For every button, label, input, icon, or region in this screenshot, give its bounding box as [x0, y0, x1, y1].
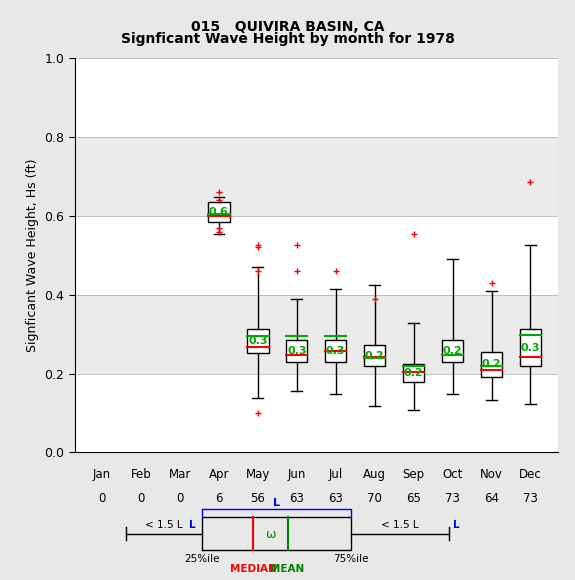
- Text: 0.2: 0.2: [443, 346, 462, 356]
- Text: 0.2: 0.2: [365, 351, 385, 361]
- Text: L: L: [273, 498, 281, 509]
- Text: L: L: [454, 520, 460, 530]
- Y-axis label: Signficant Wave Height, Hs (ft): Signficant Wave Height, Hs (ft): [26, 158, 39, 352]
- Bar: [247, 329, 269, 353]
- Bar: [481, 352, 502, 376]
- Bar: [325, 340, 347, 362]
- Text: MEAN: MEAN: [270, 564, 305, 574]
- Text: Jan: Jan: [93, 468, 111, 481]
- Text: Jun: Jun: [288, 468, 306, 481]
- Bar: [208, 202, 229, 222]
- Text: Oct: Oct: [442, 468, 463, 481]
- Bar: [403, 364, 424, 382]
- Text: < 1.5 L: < 1.5 L: [381, 520, 419, 530]
- Text: 0.3: 0.3: [326, 346, 346, 356]
- Text: 25%ile: 25%ile: [185, 554, 220, 564]
- Text: Feb: Feb: [131, 468, 151, 481]
- Text: L: L: [189, 520, 196, 530]
- Text: 75%ile: 75%ile: [334, 554, 369, 564]
- Text: ω: ω: [265, 528, 276, 541]
- Bar: [520, 329, 541, 367]
- Text: 63: 63: [289, 492, 304, 505]
- Text: 73: 73: [445, 492, 460, 505]
- Text: 0.2: 0.2: [482, 359, 501, 369]
- Text: 0.3: 0.3: [287, 346, 306, 356]
- Bar: [286, 340, 308, 362]
- Text: 0.3: 0.3: [248, 336, 267, 346]
- Text: < 1.5 L: < 1.5 L: [145, 520, 183, 530]
- Text: 0: 0: [137, 492, 145, 505]
- Text: 015   QUIVIRA BASIN, CA: 015 QUIVIRA BASIN, CA: [191, 20, 384, 34]
- Text: 6: 6: [215, 492, 223, 505]
- Text: Aug: Aug: [363, 468, 386, 481]
- Text: 65: 65: [406, 492, 421, 505]
- Text: 0: 0: [176, 492, 183, 505]
- Text: 0.3: 0.3: [521, 343, 540, 353]
- Text: Jul: Jul: [328, 468, 343, 481]
- Bar: [364, 345, 385, 367]
- Text: Sep: Sep: [402, 468, 425, 481]
- Text: Nov: Nov: [480, 468, 503, 481]
- Text: Apr: Apr: [209, 468, 229, 481]
- Text: 56: 56: [250, 492, 265, 505]
- Text: Signficant Wave Height by month for 1978: Signficant Wave Height by month for 1978: [121, 32, 454, 46]
- Text: 0.6: 0.6: [209, 207, 229, 217]
- Text: May: May: [246, 468, 270, 481]
- Text: 64: 64: [484, 492, 499, 505]
- Text: Mar: Mar: [168, 468, 191, 481]
- Bar: [75, 137, 558, 216]
- Bar: [75, 295, 558, 374]
- Text: MEDIAN: MEDIAN: [230, 564, 277, 574]
- Text: 0: 0: [98, 492, 106, 505]
- Text: 70: 70: [367, 492, 382, 505]
- Text: 0.2: 0.2: [404, 368, 423, 378]
- Text: 73: 73: [523, 492, 538, 505]
- Text: Dec: Dec: [519, 468, 542, 481]
- Text: 63: 63: [328, 492, 343, 505]
- Bar: [442, 340, 463, 362]
